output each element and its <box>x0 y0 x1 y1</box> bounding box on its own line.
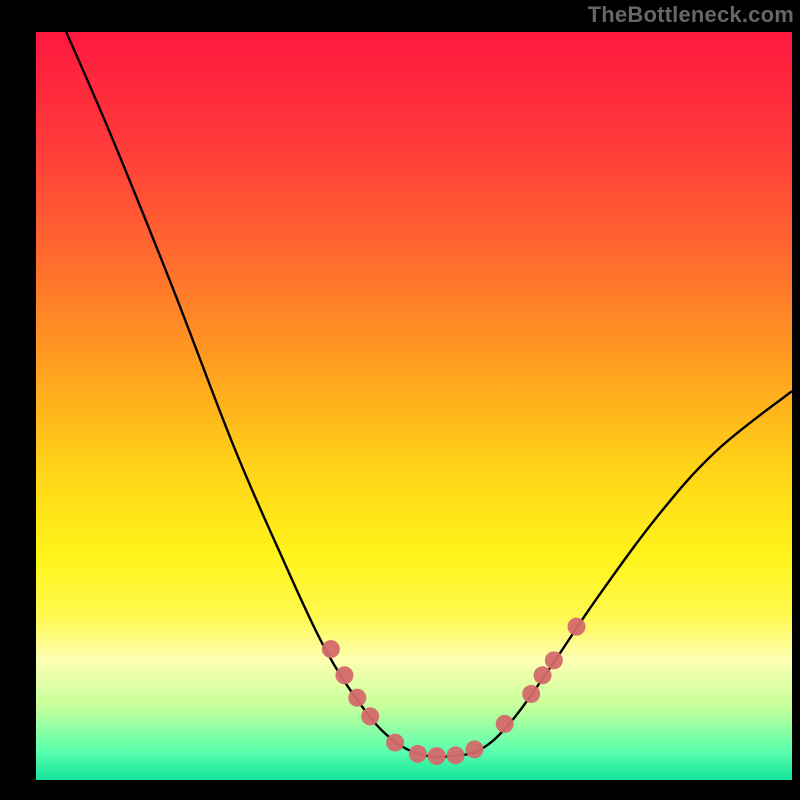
chart-container: TheBottleneck.com <box>0 0 800 800</box>
watermark-label: TheBottleneck.com <box>588 2 794 28</box>
curve-marker <box>496 715 514 733</box>
bottleneck-chart <box>0 0 800 800</box>
curve-marker <box>348 689 366 707</box>
curve-marker <box>465 740 483 758</box>
curve-marker <box>386 734 404 752</box>
curve-marker <box>447 746 465 764</box>
curve-marker <box>361 707 379 725</box>
curve-marker <box>522 685 540 703</box>
curve-marker <box>534 666 552 684</box>
curve-marker <box>545 651 563 669</box>
curve-marker <box>335 666 353 684</box>
curve-marker <box>428 747 446 765</box>
chart-background <box>36 32 792 780</box>
curve-marker <box>322 640 340 658</box>
curve-marker <box>568 618 586 636</box>
curve-marker <box>409 745 427 763</box>
